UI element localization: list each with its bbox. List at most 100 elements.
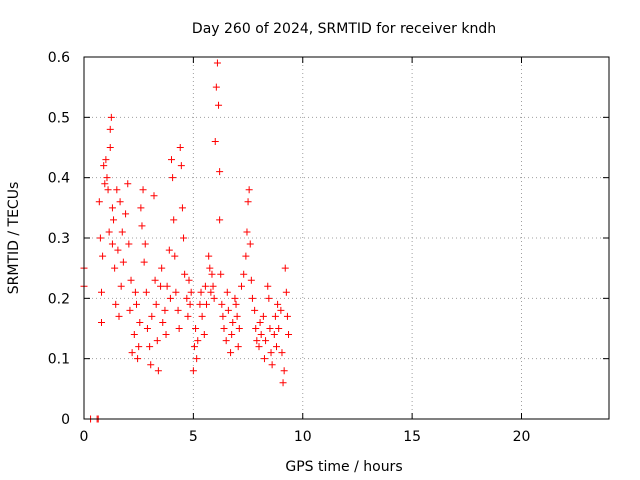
data-point [200, 331, 208, 339]
data-point [127, 276, 135, 284]
data-point [218, 300, 226, 308]
data-point [251, 306, 259, 314]
y-tick-label: 0.1 [48, 352, 70, 368]
data-point [271, 312, 279, 320]
data-point [210, 294, 218, 302]
data-point [125, 240, 133, 248]
data-point [115, 312, 123, 320]
data-point [285, 331, 293, 339]
data-point [154, 367, 162, 375]
data-point [262, 337, 270, 345]
data-point [151, 276, 159, 284]
data-point [238, 282, 245, 290]
data-point [212, 83, 220, 91]
data-point [169, 174, 177, 182]
data-point [280, 367, 288, 375]
data-point [260, 355, 268, 363]
data-point [100, 162, 108, 170]
data-point [117, 282, 125, 290]
data-point [243, 228, 251, 236]
data-point [246, 240, 254, 248]
data-point [233, 312, 241, 320]
data-point [180, 234, 188, 242]
data-point [283, 312, 291, 320]
data-point [102, 156, 110, 164]
data-point [223, 288, 231, 296]
data-point [278, 349, 286, 357]
x-tick-label: 15 [403, 429, 421, 445]
y-tick-label: 0.2 [48, 291, 70, 307]
data-points [80, 59, 293, 423]
data-point [163, 282, 171, 290]
data-point [122, 210, 130, 218]
data-point [176, 144, 184, 151]
data-point [229, 318, 237, 326]
data-point [139, 186, 147, 194]
data-point [124, 180, 132, 188]
data-point [264, 282, 272, 290]
data-point [165, 246, 173, 254]
data-point [203, 300, 210, 308]
data-point [137, 204, 145, 212]
data-point [216, 216, 224, 224]
data-point [134, 355, 142, 363]
data-point [196, 300, 204, 308]
data-point [110, 216, 118, 224]
data-point [190, 343, 198, 351]
data-point [206, 264, 214, 272]
y-tick-label: 0.6 [48, 50, 70, 66]
data-point [106, 125, 114, 133]
data-point [126, 306, 134, 314]
data-point [265, 294, 273, 302]
data-point [213, 59, 221, 67]
data-point [189, 367, 197, 375]
data-point [183, 294, 191, 302]
x-axis-label: GPS time / hours [285, 459, 402, 475]
data-point [175, 325, 183, 332]
data-point [240, 270, 248, 278]
data-point [253, 337, 261, 345]
data-point [268, 361, 276, 369]
data-point [259, 312, 267, 320]
data-point [108, 204, 116, 212]
x-tick-label: 10 [294, 429, 312, 445]
data-point [98, 288, 105, 296]
data-point [130, 331, 138, 339]
data-point [170, 216, 178, 224]
axis-ticks: 0 5 10 15 20 0 0.1 0.2 0.3 0.4 0.5 0.6 [48, 50, 609, 445]
data-point [274, 300, 282, 308]
data-point [220, 325, 228, 332]
data-point [211, 137, 219, 145]
data-point [158, 264, 166, 272]
data-point [118, 228, 126, 236]
data-point [116, 198, 124, 206]
data-point [247, 276, 255, 284]
data-point [232, 300, 240, 308]
data-point [255, 343, 263, 351]
x-tick-label: 5 [189, 429, 198, 445]
data-point [114, 246, 122, 254]
data-point [207, 288, 215, 296]
data-point [113, 186, 121, 194]
data-point [198, 312, 206, 320]
data-point [219, 312, 227, 320]
data-point [267, 349, 275, 357]
data-point [172, 288, 180, 296]
data-point [256, 318, 264, 326]
data-point [131, 288, 139, 296]
data-point [142, 288, 150, 296]
data-point [227, 349, 235, 357]
data-point [275, 325, 283, 332]
data-point [257, 331, 265, 339]
data-point [143, 325, 151, 332]
data-point [244, 198, 252, 206]
data-point [177, 162, 185, 170]
y-tick-label: 0.3 [48, 231, 70, 247]
data-point [245, 186, 253, 194]
y-axis-label: SRMTID / TECUs [6, 182, 22, 295]
grid [84, 57, 609, 419]
data-point [136, 318, 144, 326]
data-point [266, 325, 274, 332]
data-point [166, 294, 174, 302]
